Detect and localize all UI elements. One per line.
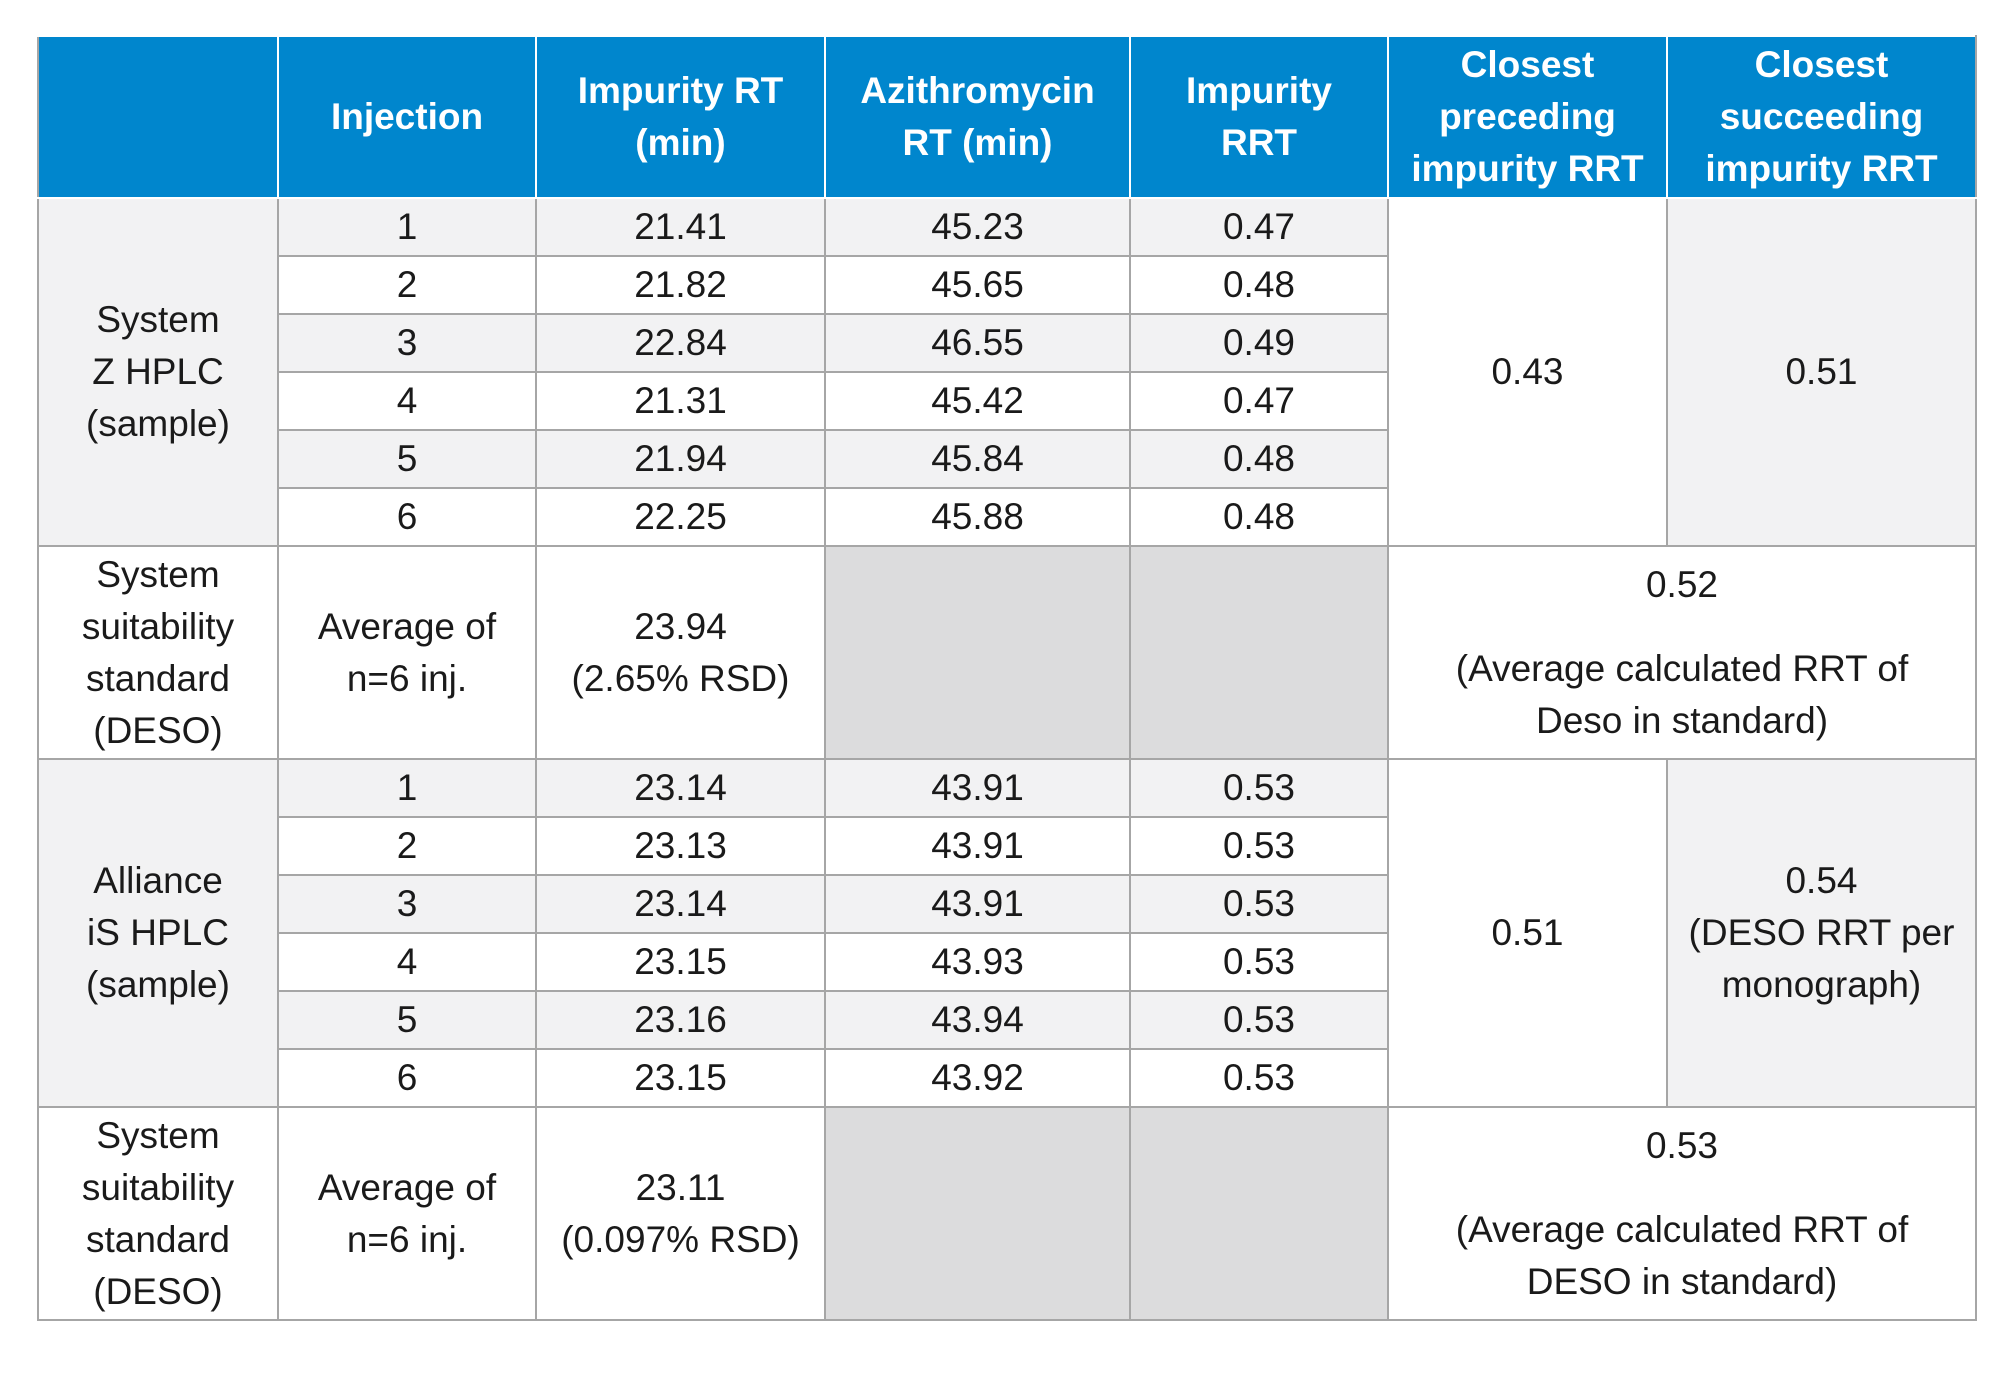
azithromycin-rt-cell: 46.55 xyxy=(824,313,1131,373)
sst-1-injection: Average of n=6 inj. xyxy=(277,545,537,760)
sst-2-injection: Average of n=6 inj. xyxy=(277,1106,537,1321)
sst-1-azithromycin-blank xyxy=(824,545,1131,760)
injection-cell: 3 xyxy=(277,313,537,373)
impurity-rrt-cell: 0.53 xyxy=(1129,816,1389,876)
impurity-rt-cell: 21.94 xyxy=(535,429,826,489)
header-impurity-rrt: Impurity RRT xyxy=(1129,35,1389,199)
injection-cell: 6 xyxy=(277,487,537,547)
sst-1-label: System suitability standard (DESO) xyxy=(37,545,279,760)
table-row: 5 23.16 43.94 0.53 xyxy=(38,990,1976,1050)
azithromycin-rt-cell: 43.93 xyxy=(824,932,1131,992)
header-blank xyxy=(37,35,279,199)
sst-1-rrt-blank xyxy=(1129,545,1389,760)
azithromycin-rt-cell: 43.94 xyxy=(824,990,1131,1050)
alliance-succeeding-rrt: 0.54 (DESO RRT per monograph) xyxy=(1666,758,1977,1108)
alliance-preceding-rrt: 0.51 xyxy=(1387,758,1668,1108)
azithromycin-rt-cell: 43.91 xyxy=(824,874,1131,934)
impurity-rrt-cell: 0.53 xyxy=(1129,758,1389,818)
injection-cell: 2 xyxy=(277,816,537,876)
impurity-rrt-cell: 0.47 xyxy=(1129,371,1389,431)
table-row: System Z HPLC (sample) 1 21.41 45.23 0.4… xyxy=(37,197,1977,547)
header-azithromycin-rt: Azithromycin RT (min) xyxy=(824,35,1131,199)
table-row: 6 22.25 45.88 0.48 xyxy=(38,487,1976,547)
injection-cell: 1 xyxy=(277,197,537,257)
table-row: 6 23.15 43.92 0.53 xyxy=(38,1048,1976,1108)
impurity-rt-cell: 21.41 xyxy=(535,197,826,257)
header-injection: Injection xyxy=(277,35,537,199)
table-row: 5 21.94 45.84 0.48 xyxy=(38,429,1976,489)
injection-cell: 1 xyxy=(277,758,537,818)
sst-1-merged-rrt: 0.52 (Average calculated RRT of Deso in … xyxy=(1387,545,1977,760)
table-row: 2 23.13 43.91 0.53 xyxy=(38,816,1976,876)
impurity-rrt-cell: 0.48 xyxy=(1129,429,1389,489)
azithromycin-rt-cell: 45.42 xyxy=(824,371,1131,431)
table-row: 3 22.84 46.55 0.49 xyxy=(38,313,1976,373)
azithromycin-rt-cell: 45.65 xyxy=(824,255,1131,315)
header-closest-preceding: Closest preceding impurity RRT xyxy=(1387,35,1668,199)
table-row: Alliance iS HPLC (sample) 1 23.14 43.91 … xyxy=(37,758,1977,1108)
rrt-comparison-table: Injection Impurity RT (min) Azithromycin R… xyxy=(37,35,1977,1321)
azithromycin-rt-cell: 45.88 xyxy=(824,487,1131,547)
impurity-rt-cell: 23.15 xyxy=(535,932,826,992)
table-row: 4 23.15 43.93 0.53 xyxy=(38,932,1976,992)
impurity-rrt-cell: 0.49 xyxy=(1129,313,1389,373)
impurity-rt-cell: 23.13 xyxy=(535,816,826,876)
table-row: System suitability standard (DESO) Avera… xyxy=(37,545,1977,760)
impurity-rrt-cell: 0.47 xyxy=(1129,197,1389,257)
injection-cell: 6 xyxy=(277,1048,537,1108)
impurity-rt-cell: 23.14 xyxy=(535,874,826,934)
sst-2-label: System suitability standard (DESO) xyxy=(37,1106,279,1321)
sst-2-merged-rrt: 0.53 (Average calculated RRT of DESO in … xyxy=(1387,1106,1977,1321)
impurity-rrt-cell: 0.53 xyxy=(1129,990,1389,1050)
azithromycin-rt-cell: 45.84 xyxy=(824,429,1131,489)
injection-cell: 4 xyxy=(277,371,537,431)
impurity-rt-cell: 21.31 xyxy=(535,371,826,431)
injection-cell: 2 xyxy=(277,255,537,315)
header-impurity-rt: Impurity RT (min) xyxy=(535,35,826,199)
azithromycin-rt-cell: 45.23 xyxy=(824,197,1131,257)
impurity-rt-cell: 22.25 xyxy=(535,487,826,547)
table-row: 4 21.31 45.42 0.47 xyxy=(38,371,1976,431)
azithromycin-rt-cell: 43.91 xyxy=(824,816,1131,876)
header-row: Injection Impurity RT (min) Azithromycin R… xyxy=(37,35,1977,199)
injection-cell: 5 xyxy=(277,429,537,489)
impurity-rrt-cell: 0.53 xyxy=(1129,874,1389,934)
system-z-label: System Z HPLC (sample) xyxy=(37,197,279,547)
impurity-rt-cell: 23.14 xyxy=(535,758,826,818)
table-row: System suitability standard (DESO) Avera… xyxy=(37,1106,1977,1321)
sst-2-azithromycin-blank xyxy=(824,1106,1131,1321)
azithromycin-rt-cell: 43.91 xyxy=(824,758,1131,818)
impurity-rt-cell: 23.16 xyxy=(535,990,826,1050)
table-row: 2 21.82 45.65 0.48 xyxy=(38,255,1976,315)
header-closest-succeeding: Closest succeeding impurity RRT xyxy=(1666,35,1977,199)
azithromycin-rt-cell: 43.92 xyxy=(824,1048,1131,1108)
injection-cell: 3 xyxy=(277,874,537,934)
impurity-rt-cell: 22.84 xyxy=(535,313,826,373)
impurity-rt-cell: 21.82 xyxy=(535,255,826,315)
injection-cell: 4 xyxy=(277,932,537,992)
sst-2-rrt-blank xyxy=(1129,1106,1389,1321)
impurity-rt-cell: 23.15 xyxy=(535,1048,826,1108)
system-z-succeeding-rrt: 0.51 xyxy=(1666,197,1977,547)
impurity-rrt-cell: 0.48 xyxy=(1129,487,1389,547)
sst-2-impurity-rt: 23.11 (0.097% RSD) xyxy=(535,1106,826,1321)
sst-1-impurity-rt: 23.94 (2.65% RSD) xyxy=(535,545,826,760)
system-z-preceding-rrt: 0.43 xyxy=(1387,197,1668,547)
impurity-rrt-cell: 0.53 xyxy=(1129,932,1389,992)
alliance-label: Alliance iS HPLC (sample) xyxy=(37,758,279,1108)
injection-cell: 5 xyxy=(277,990,537,1050)
impurity-rrt-cell: 0.53 xyxy=(1129,1048,1389,1108)
impurity-rrt-cell: 0.48 xyxy=(1129,255,1389,315)
table-row: 3 23.14 43.91 0.53 xyxy=(38,874,1976,934)
